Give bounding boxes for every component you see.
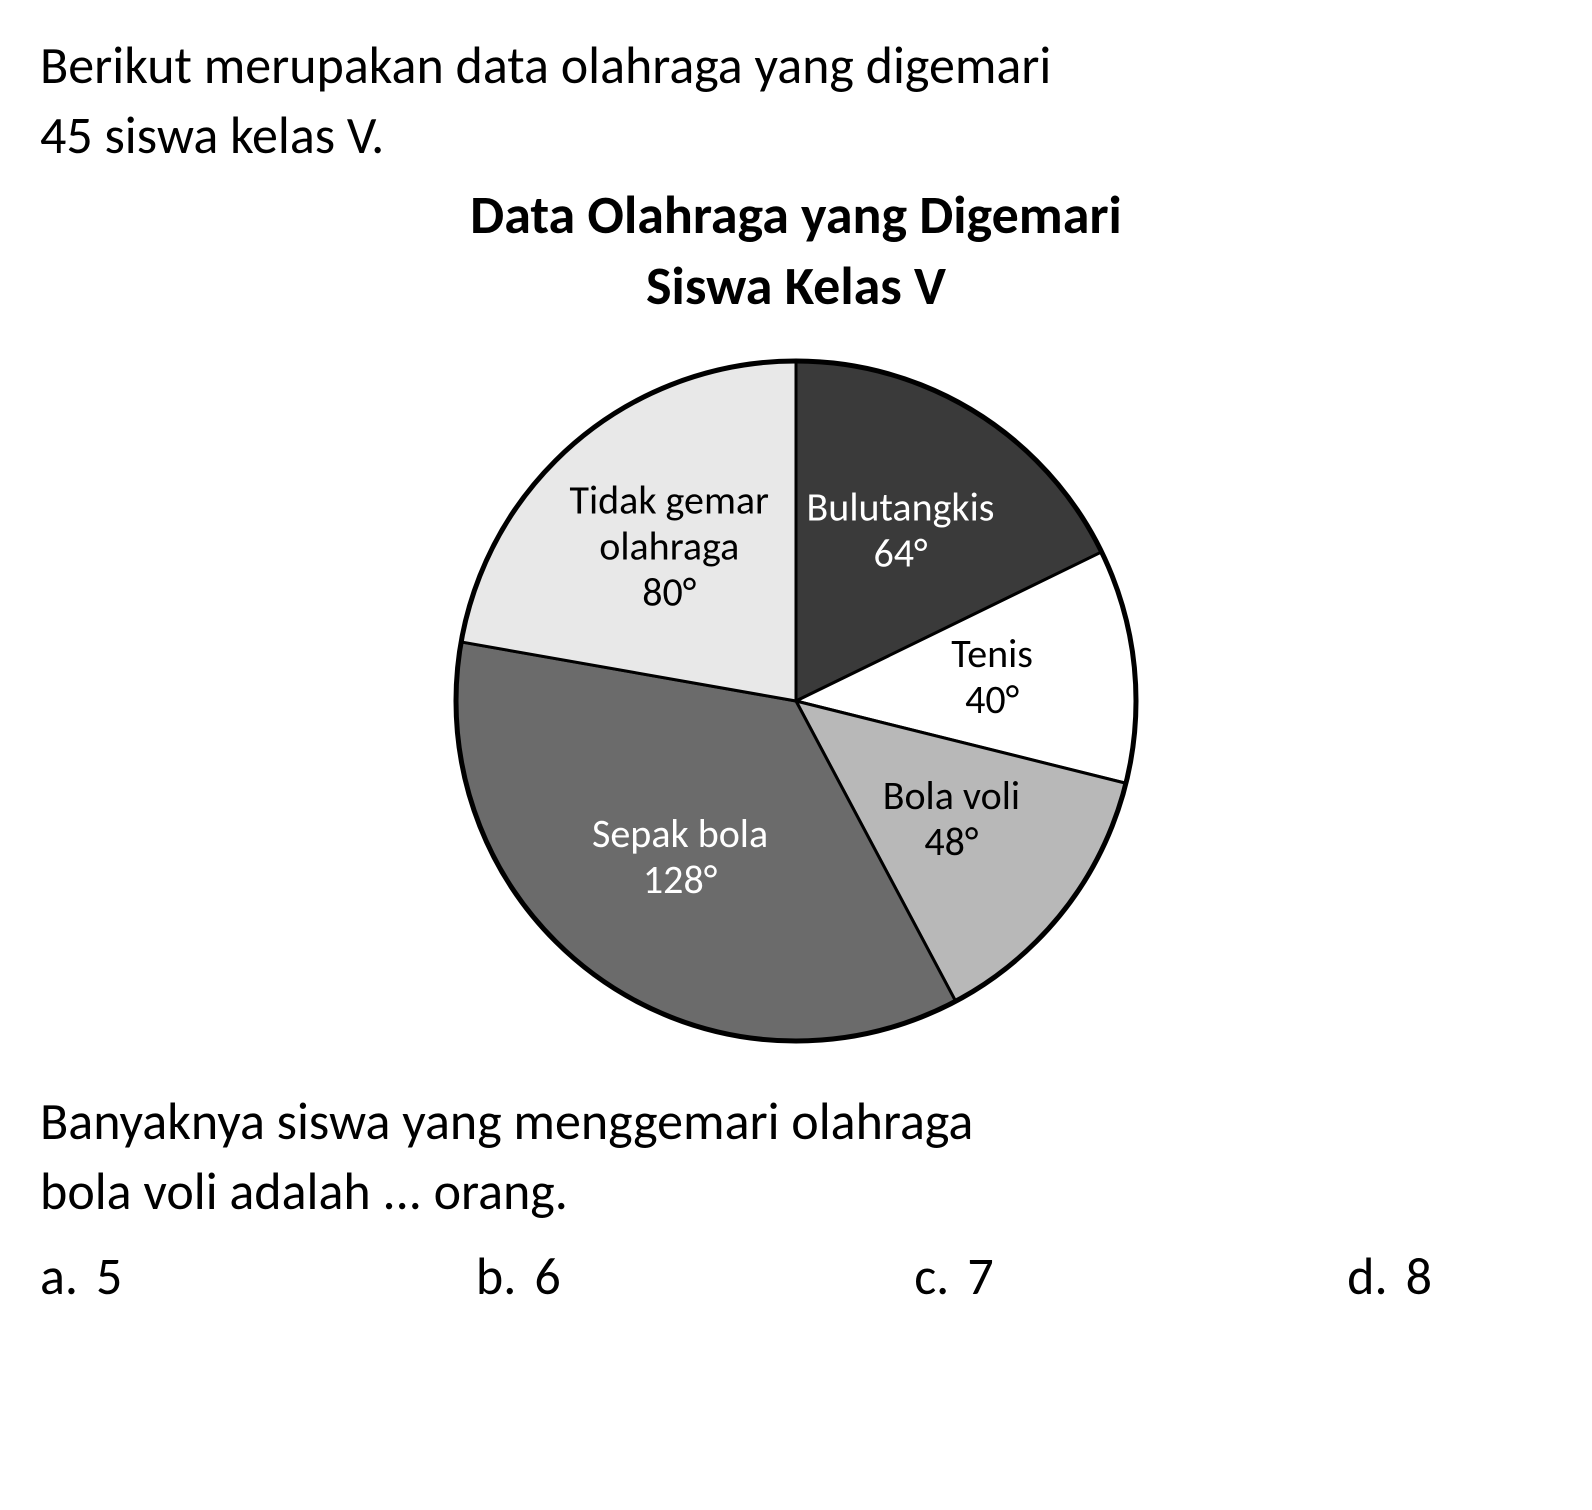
option-d-letter: d. — [1347, 1244, 1387, 1308]
option-b-value: 6 — [534, 1244, 560, 1308]
option-d-value: 8 — [1406, 1244, 1432, 1308]
chart-title-line1: Data Olahraga yang Digemari — [470, 182, 1122, 248]
option-a[interactable]: a. 5 — [40, 1244, 122, 1308]
pie-slice-label: 80° — [642, 567, 696, 616]
post-question-line2: bola voli adalah ... orang. — [40, 1159, 568, 1223]
question-line1: Berikut merupakan data olahraga yang dig… — [40, 33, 1051, 97]
answer-options: a. 5 b. 6 c. 7 d. 8 — [40, 1244, 1552, 1308]
pie-slice-label: olahraga — [599, 521, 739, 570]
pie-slice-label: 48° — [924, 817, 978, 866]
post-question-line1: Banyaknya siswa yang menggemari olahraga — [40, 1089, 973, 1153]
pie-slice-label: 128° — [643, 855, 717, 904]
option-a-value: 5 — [96, 1244, 122, 1308]
option-b[interactable]: b. 6 — [476, 1244, 561, 1308]
pie-slice-label: Bulutangkis — [807, 482, 995, 531]
option-b-letter: b. — [476, 1244, 516, 1308]
pie-slice-label: Tenis — [951, 629, 1033, 678]
pie-slice-label: Tidak gemar — [569, 475, 769, 524]
pie-chart: Bulutangkis64° Tenis40° Bola voli48° Sepak … — [436, 341, 1156, 1061]
pie-slice-label: 40° — [965, 675, 1019, 724]
option-c[interactable]: c. 7 — [914, 1244, 993, 1308]
pie-slice-label: Bola voli — [883, 771, 1020, 820]
post-question: Banyaknya siswa yang menggemari olahraga… — [40, 1086, 1552, 1226]
chart-title: Data Olahraga yang Digemari Siswa Kelas … — [40, 180, 1552, 320]
option-a-letter: a. — [40, 1244, 78, 1308]
option-c-value: 7 — [967, 1244, 993, 1308]
chart-title-line2: Siswa Kelas V — [646, 253, 946, 319]
pie-slice-label: Sepak bola — [592, 809, 768, 858]
question-line2: 45 siswa kelas V. — [40, 103, 384, 167]
pie-chart-container: Bulutangkis64° Tenis40° Bola voli48° Sepak … — [40, 341, 1552, 1061]
option-c-letter: c. — [914, 1244, 949, 1308]
option-d[interactable]: d. 8 — [1347, 1244, 1432, 1308]
pie-slice-label: 64° — [873, 528, 927, 577]
question-intro: Berikut merupakan data olahraga yang dig… — [40, 30, 1552, 170]
